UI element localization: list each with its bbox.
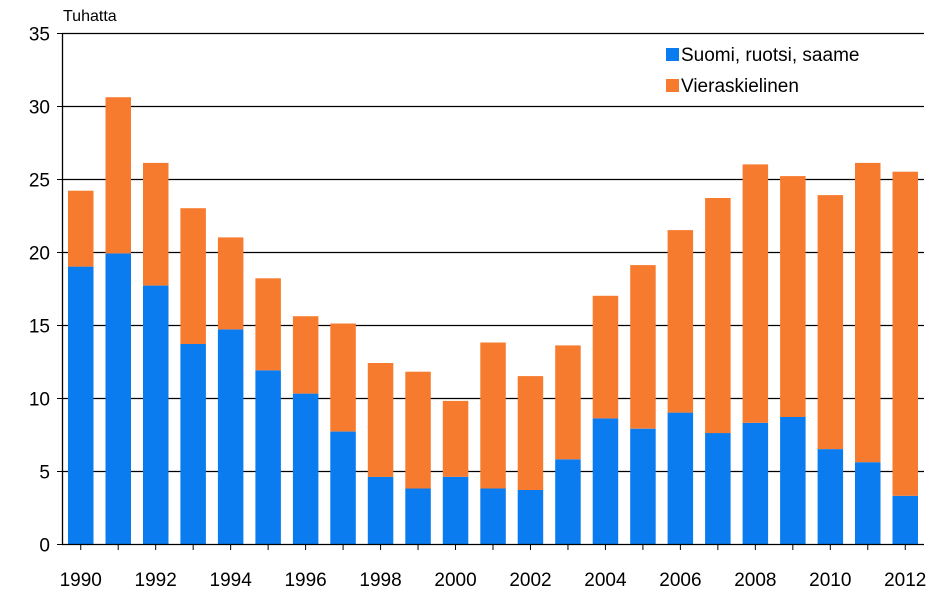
bar-vieraskielinen bbox=[555, 345, 581, 460]
bar-suomi-ruotsi-saame bbox=[517, 490, 544, 544]
x-tick-label: 1998 bbox=[359, 570, 401, 591]
bar-vieraskielinen bbox=[105, 97, 131, 254]
x-tick-label: 2008 bbox=[734, 570, 776, 591]
x-tick-label: 2002 bbox=[509, 570, 551, 591]
bar-vieraskielinen bbox=[330, 323, 356, 432]
x-tick-label: 1994 bbox=[210, 570, 253, 591]
bar-vieraskielinen bbox=[892, 171, 918, 496]
bar-vieraskielinen bbox=[68, 190, 94, 267]
bar-vieraskielinen bbox=[292, 316, 319, 394]
bar-vieraskielinen bbox=[705, 198, 731, 434]
bar-suomi-ruotsi-saame bbox=[217, 329, 244, 544]
y-tick-label: 10 bbox=[29, 390, 50, 411]
x-tick-label: 1992 bbox=[135, 570, 177, 591]
bar-suomi-ruotsi-saame bbox=[555, 459, 581, 544]
bar-vieraskielinen bbox=[255, 278, 281, 371]
bar-suomi-ruotsi-saame bbox=[367, 476, 394, 544]
bar-suomi-ruotsi-saame bbox=[480, 488, 506, 544]
y-tick-label: 35 bbox=[29, 25, 50, 46]
x-tick-label: 2000 bbox=[434, 570, 476, 591]
bar-suomi-ruotsi-saame bbox=[892, 495, 918, 544]
y-tick-label: 15 bbox=[29, 317, 50, 338]
y-tick-label: 20 bbox=[29, 244, 50, 265]
y-axis-title: Tuhatta bbox=[63, 8, 117, 25]
bar-vieraskielinen bbox=[143, 162, 169, 286]
bar-suomi-ruotsi-saame bbox=[442, 476, 469, 544]
legend-label: Vieraskielinen bbox=[681, 76, 799, 97]
bar-suomi-ruotsi-saame bbox=[592, 418, 619, 544]
bar-suomi-ruotsi-saame bbox=[780, 417, 806, 544]
bar-suomi-ruotsi-saame bbox=[68, 266, 94, 544]
bar-vieraskielinen bbox=[480, 342, 506, 489]
legend-label: Suomi, ruotsi, saame bbox=[681, 45, 859, 66]
bar-vieraskielinen bbox=[780, 176, 806, 417]
bar-suomi-ruotsi-saame bbox=[330, 431, 356, 544]
axes bbox=[57, 33, 924, 550]
bar-suomi-ruotsi-saame bbox=[630, 428, 656, 544]
bar-suomi-ruotsi-saame bbox=[817, 449, 844, 544]
x-tick-labels: 1990 1992 1994 1996 1998 2000 2002 2004 2006 2008… bbox=[60, 570, 927, 591]
bar-vieraskielinen bbox=[630, 265, 656, 429]
bar-vieraskielinen bbox=[517, 376, 544, 490]
bar-suomi-ruotsi-saame bbox=[855, 462, 881, 544]
y-tick-labels: 0 5 10 15 20 25 30 35 bbox=[29, 25, 50, 557]
x-tick-label: 2004 bbox=[584, 570, 627, 591]
x-tick-label: 2006 bbox=[659, 570, 701, 591]
bar-suomi-ruotsi-saame bbox=[292, 393, 319, 544]
bar-suomi-ruotsi-saame bbox=[742, 422, 769, 544]
bar-vieraskielinen bbox=[442, 400, 469, 477]
legend-swatch bbox=[666, 48, 679, 61]
y-tick-label: 30 bbox=[29, 98, 50, 119]
x-tick-label: 2012 bbox=[884, 570, 926, 591]
bar-vieraskielinen bbox=[855, 162, 881, 463]
y-tick-label: 5 bbox=[39, 463, 50, 484]
x-tick-label: 2010 bbox=[809, 570, 851, 591]
bar-vieraskielinen bbox=[742, 164, 769, 423]
x-tick-label: 1996 bbox=[284, 570, 326, 591]
bar-vieraskielinen bbox=[817, 195, 844, 450]
bar-suomi-ruotsi-saame bbox=[405, 488, 431, 544]
bar-vieraskielinen bbox=[667, 230, 694, 413]
bar-vieraskielinen bbox=[405, 371, 431, 489]
bar-vieraskielinen bbox=[180, 208, 206, 344]
bar-suomi-ruotsi-saame bbox=[105, 253, 131, 544]
bar-vieraskielinen bbox=[592, 295, 619, 419]
bar-suomi-ruotsi-saame bbox=[255, 370, 281, 544]
x-tick-label: 1990 bbox=[60, 570, 102, 591]
y-tick-label: 0 bbox=[39, 536, 50, 557]
legend-swatch bbox=[666, 79, 679, 92]
legend: Suomi, ruotsi, saame Vieraskielinen bbox=[666, 45, 859, 97]
bar-suomi-ruotsi-saame bbox=[143, 285, 169, 544]
bar-suomi-ruotsi-saame bbox=[180, 344, 206, 544]
bar-suomi-ruotsi-saame bbox=[667, 412, 694, 544]
bar-vieraskielinen bbox=[217, 237, 244, 330]
y-tick-label: 25 bbox=[29, 171, 50, 192]
bar-vieraskielinen bbox=[367, 363, 394, 477]
bar-suomi-ruotsi-saame bbox=[705, 433, 731, 544]
bars bbox=[68, 97, 918, 544]
